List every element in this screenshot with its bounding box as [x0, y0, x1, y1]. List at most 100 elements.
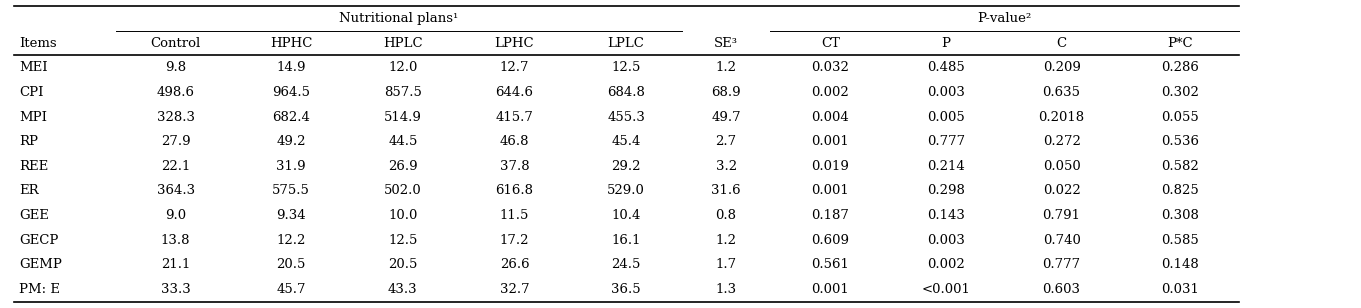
Text: 12.5: 12.5: [388, 234, 418, 247]
Text: 10.4: 10.4: [611, 209, 641, 222]
Text: PM: E: PM: E: [19, 283, 60, 296]
Text: CPI: CPI: [19, 86, 44, 99]
Text: 0.536: 0.536: [1161, 135, 1199, 148]
Text: P: P: [942, 37, 950, 50]
Text: 616.8: 616.8: [495, 184, 534, 197]
Text: ER: ER: [19, 184, 38, 197]
Text: MEI: MEI: [19, 61, 48, 74]
Text: P-value²: P-value²: [977, 12, 1032, 25]
Text: 0.209: 0.209: [1043, 61, 1081, 74]
Text: 14.9: 14.9: [276, 61, 306, 74]
Text: 0.777: 0.777: [1043, 258, 1081, 271]
Text: 12.0: 12.0: [388, 61, 418, 74]
Text: MPI: MPI: [19, 111, 48, 124]
Text: CT: CT: [821, 37, 840, 50]
Text: 0.286: 0.286: [1161, 61, 1199, 74]
Text: Control: Control: [151, 37, 200, 50]
Text: 502.0: 502.0: [384, 184, 422, 197]
Text: 0.308: 0.308: [1161, 209, 1199, 222]
Text: P*C: P*C: [1168, 37, 1192, 50]
Text: 964.5: 964.5: [272, 86, 310, 99]
Text: 27.9: 27.9: [161, 135, 191, 148]
Text: 0.825: 0.825: [1161, 184, 1199, 197]
Text: 0.022: 0.022: [1043, 184, 1081, 197]
Text: 45.7: 45.7: [276, 283, 306, 296]
Text: 12.7: 12.7: [499, 61, 529, 74]
Text: 682.4: 682.4: [272, 111, 310, 124]
Text: 0.635: 0.635: [1043, 86, 1081, 99]
Text: 36.5: 36.5: [611, 283, 641, 296]
Text: 0.005: 0.005: [927, 111, 965, 124]
Text: 0.019: 0.019: [811, 160, 849, 173]
Text: 43.3: 43.3: [388, 283, 418, 296]
Text: 9.34: 9.34: [276, 209, 306, 222]
Text: REE: REE: [19, 160, 48, 173]
Text: 0.002: 0.002: [811, 86, 849, 99]
Text: 10.0: 10.0: [388, 209, 418, 222]
Text: 0.582: 0.582: [1161, 160, 1199, 173]
Text: 32.7: 32.7: [499, 283, 529, 296]
Text: 9.0: 9.0: [165, 209, 186, 222]
Text: 0.585: 0.585: [1161, 234, 1199, 247]
Text: 415.7: 415.7: [495, 111, 534, 124]
Text: 0.214: 0.214: [927, 160, 965, 173]
Text: 13.8: 13.8: [161, 234, 191, 247]
Text: 0.004: 0.004: [811, 111, 849, 124]
Text: 22.1: 22.1: [161, 160, 191, 173]
Text: 0.603: 0.603: [1043, 283, 1081, 296]
Text: 328.3: 328.3: [157, 111, 195, 124]
Text: HPLC: HPLC: [382, 37, 423, 50]
Text: 0.561: 0.561: [811, 258, 849, 271]
Text: 0.143: 0.143: [927, 209, 965, 222]
Text: 49.7: 49.7: [712, 111, 740, 124]
Text: 1.3: 1.3: [716, 283, 736, 296]
Text: 0.187: 0.187: [811, 209, 849, 222]
Text: 0.2018: 0.2018: [1038, 111, 1085, 124]
Text: 0.8: 0.8: [716, 209, 736, 222]
Text: 1.7: 1.7: [716, 258, 736, 271]
Text: 0.001: 0.001: [811, 283, 849, 296]
Text: RP: RP: [19, 135, 38, 148]
Text: 514.9: 514.9: [384, 111, 422, 124]
Text: GEMP: GEMP: [19, 258, 63, 271]
Text: 1.2: 1.2: [716, 234, 736, 247]
Text: HPHC: HPHC: [269, 37, 313, 50]
Text: 575.5: 575.5: [272, 184, 310, 197]
Text: 0.003: 0.003: [927, 86, 965, 99]
Text: 0.050: 0.050: [1043, 160, 1081, 173]
Text: 0.609: 0.609: [811, 234, 849, 247]
Text: 498.6: 498.6: [157, 86, 195, 99]
Text: 26.6: 26.6: [499, 258, 529, 271]
Text: Nutritional plans¹: Nutritional plans¹: [339, 12, 459, 25]
Text: 0.272: 0.272: [1043, 135, 1081, 148]
Text: 529.0: 529.0: [607, 184, 645, 197]
Text: <0.001: <0.001: [921, 283, 970, 296]
Text: 12.2: 12.2: [276, 234, 306, 247]
Text: 857.5: 857.5: [384, 86, 422, 99]
Text: 68.9: 68.9: [712, 86, 740, 99]
Text: 44.5: 44.5: [388, 135, 418, 148]
Text: 0.740: 0.740: [1043, 234, 1081, 247]
Text: LPHC: LPHC: [494, 37, 535, 50]
Text: 46.8: 46.8: [499, 135, 529, 148]
Text: 0.032: 0.032: [811, 61, 849, 74]
Text: 17.2: 17.2: [499, 234, 529, 247]
Text: 0.302: 0.302: [1161, 86, 1199, 99]
Text: Items: Items: [19, 37, 57, 50]
Text: 0.055: 0.055: [1161, 111, 1199, 124]
Text: 0.001: 0.001: [811, 184, 849, 197]
Text: 0.003: 0.003: [927, 234, 965, 247]
Text: 0.298: 0.298: [927, 184, 965, 197]
Text: 0.777: 0.777: [927, 135, 965, 148]
Text: 0.002: 0.002: [927, 258, 965, 271]
Text: 20.5: 20.5: [276, 258, 306, 271]
Text: 12.5: 12.5: [611, 61, 641, 74]
Text: 29.2: 29.2: [611, 160, 641, 173]
Text: 364.3: 364.3: [157, 184, 195, 197]
Text: 0.031: 0.031: [1161, 283, 1199, 296]
Text: 31.9: 31.9: [276, 160, 306, 173]
Text: 37.8: 37.8: [499, 160, 529, 173]
Text: 0.791: 0.791: [1043, 209, 1081, 222]
Text: 1.2: 1.2: [716, 61, 736, 74]
Text: LPLC: LPLC: [607, 37, 645, 50]
